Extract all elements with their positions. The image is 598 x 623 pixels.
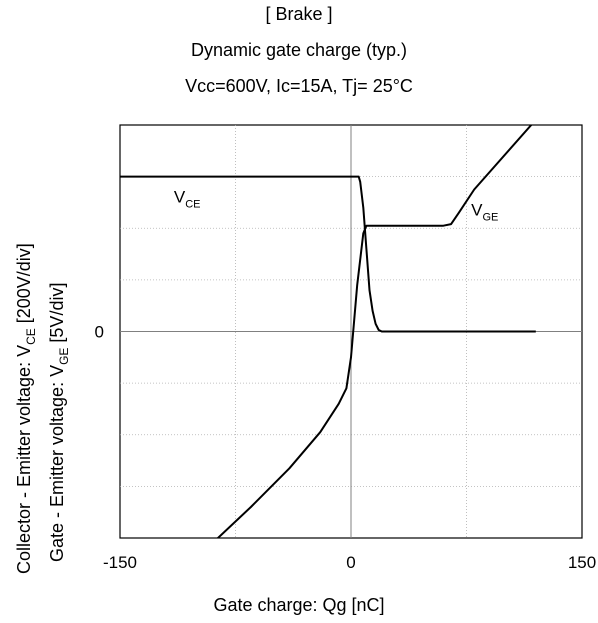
chart-conditions: Vcc=600V, Ic=15A, Tj= 25°C: [185, 76, 413, 96]
series-line-vge: [216, 125, 533, 538]
series-line-vce: [120, 175, 536, 333]
x-tick-label: -150: [103, 553, 137, 572]
series-label-vce: VCE: [174, 187, 201, 210]
y-tick-label: 0: [95, 323, 104, 342]
series-labels: VCE VGE: [174, 187, 498, 223]
y-axis-label-vce: Collector - Emitter voltage: VCE [200V/d…: [14, 243, 38, 574]
series-lines: [120, 125, 536, 538]
y-axis-label-vge: Gate - Emitter voltage: VGE [5V/div]: [47, 282, 71, 562]
chart-subtitle: Dynamic gate charge (typ.): [190, 40, 408, 60]
chart-title: [ Brake ]: [265, 4, 333, 24]
series-label-vge: VGE: [471, 200, 498, 223]
x-tick-label: 150: [568, 553, 596, 572]
x-tick-label: 0: [346, 553, 355, 572]
tick-labels: -150 0 150 0: [95, 323, 597, 573]
x-axis-label: Gate charge: Qg [nC]: [213, 595, 385, 615]
